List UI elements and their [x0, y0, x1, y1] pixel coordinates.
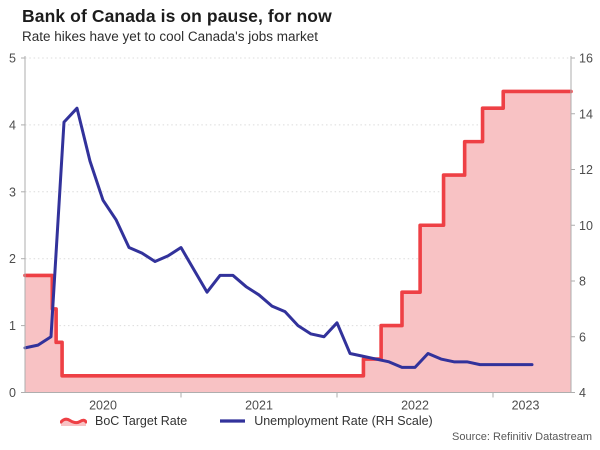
right-axis-tick-label: 12 — [579, 163, 593, 177]
boc-target-rate-line — [23, 89, 573, 378]
right-axis-tick-label: 16 — [579, 52, 593, 66]
left-axis-tick-label: 2 — [9, 252, 16, 266]
left-axis-tick-label: 3 — [9, 185, 16, 199]
blue-line-swatch-icon — [220, 419, 246, 423]
right-axis-tick-label: 14 — [579, 107, 593, 121]
left-axis-tick-label: 5 — [9, 52, 16, 66]
x-axis-year-label: 2022 — [401, 399, 429, 413]
x-axis-year-label: 2021 — [245, 399, 273, 413]
right-axis-tick-label: 10 — [579, 219, 593, 233]
chart-subtitle: Rate hikes have yet to cool Canada's job… — [22, 29, 318, 44]
right-axis-tick-label: 6 — [579, 330, 586, 344]
boc-target-rate-area — [25, 91, 571, 393]
left-axis-tick-label: 0 — [9, 386, 16, 400]
right-axis-tick-label: 8 — [579, 275, 586, 289]
left-axis-tick-label: 4 — [9, 118, 16, 132]
legend-item-boc-target-rate: BoC Target Rate — [60, 414, 187, 428]
legend-item-unemployment-rate: Unemployment Rate (RH Scale) — [219, 414, 433, 428]
x-axis-year-label: 2020 — [89, 399, 117, 413]
legend-label-unemployment-rate: Unemployment Rate (RH Scale) — [254, 414, 433, 428]
left-axis-tick-label: 1 — [9, 319, 16, 333]
legend-label-boc-target-rate: BoC Target Rate — [95, 414, 188, 428]
unemployment-rate-line — [23, 106, 534, 369]
page-title: Bank of Canada is on pause, for now — [22, 6, 332, 26]
right-axis-tick-label: 4 — [579, 386, 586, 400]
chart-legend: BoC Target Rate Unemployment Rate (RH Sc… — [60, 414, 433, 428]
x-axis-year-label: 2023 — [512, 399, 540, 413]
source-attribution: Source: Refinitiv Datastream — [452, 431, 592, 443]
red-area-swatch-icon — [60, 417, 87, 426]
